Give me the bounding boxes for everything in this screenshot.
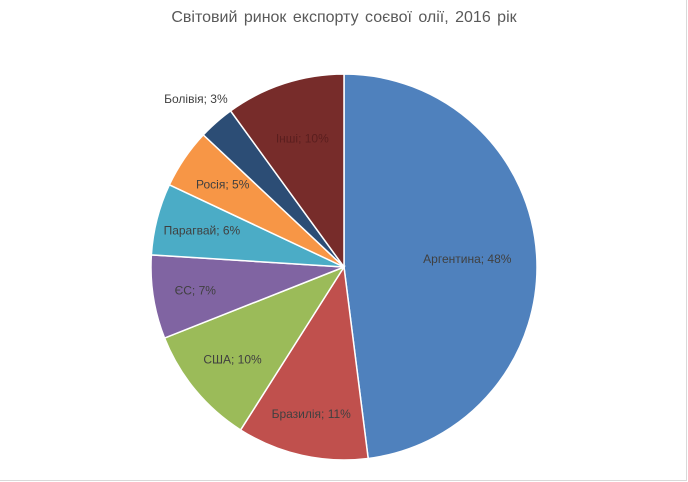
pie-slice-3 <box>163 265 346 431</box>
slice-label-7: Болівія; 3% <box>164 92 228 106</box>
slice-label-1: Аргентина; 48% <box>423 252 512 266</box>
pie-slice-8 <box>229 73 345 270</box>
chart-title: Світовий ринок експорту соєвої олії, 201… <box>171 9 517 26</box>
slice-label-4: ЄС; 7% <box>175 284 217 298</box>
slice-label-6: Росія; 5% <box>196 178 250 192</box>
slice-label-8: Інші; 10% <box>276 132 329 146</box>
slice-label-3: США; 10% <box>203 352 262 366</box>
slice-label-5: Парагвай; 6% <box>164 224 241 238</box>
pie-slice-2 <box>239 264 370 461</box>
pie-slice-1 <box>343 73 538 460</box>
slice-label-2: Бразилія; 11% <box>272 407 352 421</box>
